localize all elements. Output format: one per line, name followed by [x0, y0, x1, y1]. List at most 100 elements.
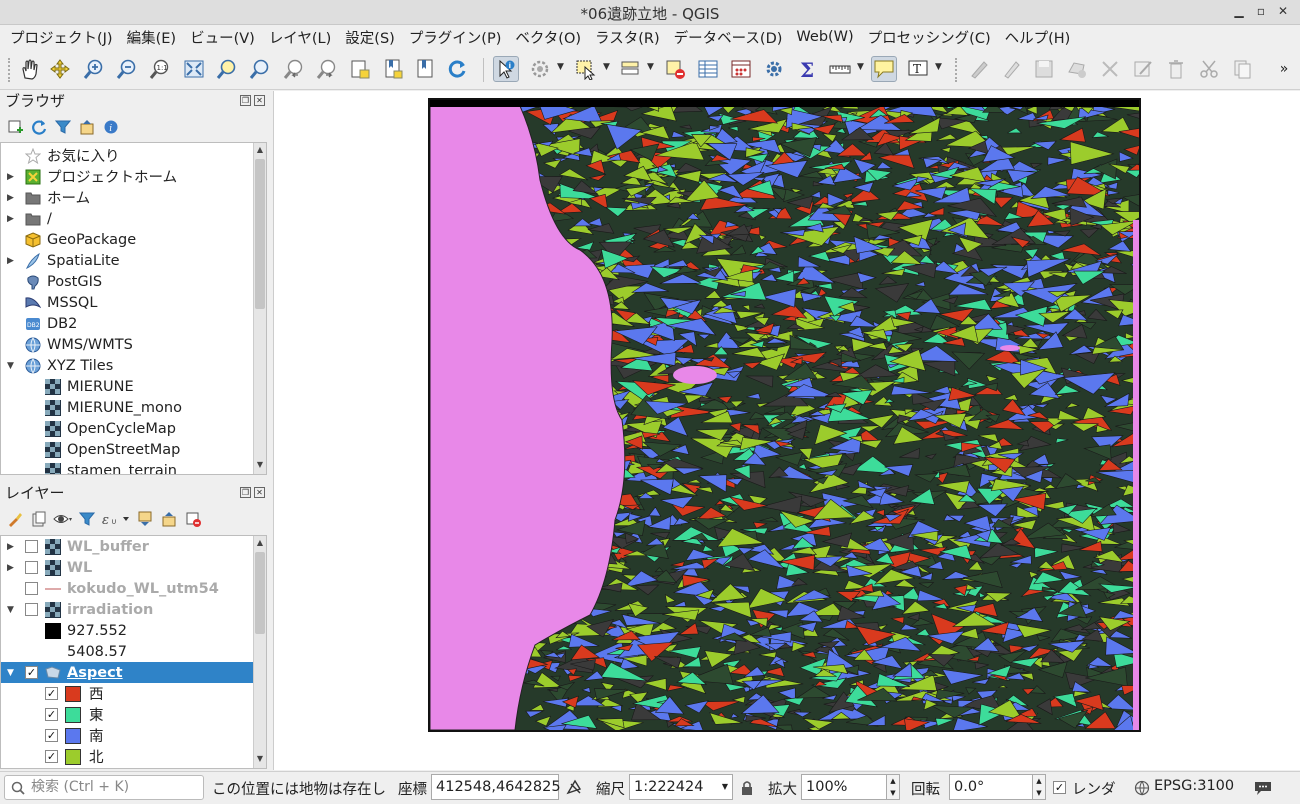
select-dropdown-icon[interactable]: ▼	[603, 62, 610, 72]
layer-visibility-checkbox[interactable]	[25, 582, 38, 595]
browser-item-stamen-terrain[interactable]: stamen_terrain	[1, 460, 255, 474]
scale-dropdown-icon[interactable]: ▼	[721, 782, 728, 791]
menu-processing[interactable]: プロセッシング(C)	[867, 30, 991, 47]
pan-to-selection-icon[interactable]	[47, 56, 73, 82]
select-features-icon[interactable]	[572, 56, 598, 82]
crs-label[interactable]: EPSG:3100	[1154, 778, 1235, 794]
browser-filter-icon[interactable]	[51, 116, 75, 138]
measure-dropdown-icon[interactable]: ▼	[857, 62, 864, 72]
layer-wl[interactable]: ▶ WL	[7, 559, 93, 576]
filter-expression-icon[interactable]: ε ∪	[99, 508, 133, 530]
menu-layer[interactable]: レイヤ(L)	[268, 30, 332, 47]
maximize-icon[interactable]: ▫	[1256, 4, 1266, 18]
run-action-dropdown-icon[interactable]: ▼	[557, 62, 564, 72]
browser-item-postgis[interactable]: PostGIS	[1, 271, 255, 292]
menu-settings[interactable]: 設定(S)	[345, 30, 395, 47]
measure-line-icon[interactable]	[827, 56, 853, 82]
category-checkbox[interactable]: ✓	[45, 708, 58, 721]
scrollbar-thumb[interactable]	[255, 552, 265, 634]
browser-item-opencyclemap[interactable]: OpenCycleMap	[1, 418, 255, 439]
expand-arrow-icon[interactable]: ▶	[7, 171, 14, 182]
zoom-to-selection-icon[interactable]	[214, 56, 240, 82]
zoom-to-layer-icon[interactable]	[247, 56, 273, 82]
browser-float-icon[interactable]: ❐	[240, 95, 251, 106]
expand-arrow-icon[interactable]: ▶	[7, 562, 14, 573]
menu-edit[interactable]: 編集(E)	[126, 30, 177, 47]
annotation-dropdown-icon[interactable]: ▼	[935, 62, 942, 72]
browser-item-favorites[interactable]: お気に入り	[1, 145, 255, 166]
zoom-out-icon[interactable]	[114, 56, 140, 82]
layers-close-icon[interactable]: ✕	[254, 487, 265, 498]
menu-raster[interactable]: ラスタ(R)	[595, 30, 660, 47]
scrollbar-thumb[interactable]	[255, 159, 265, 309]
render-checkbox[interactable]: ✓	[1053, 781, 1066, 794]
category-checkbox[interactable]: ✓	[45, 750, 58, 763]
select-attribute-dropdown-icon[interactable]: ▼	[647, 62, 654, 72]
browser-item-project-home[interactable]: ▶ プロジェクトホーム	[7, 169, 178, 186]
browser-refresh-icon[interactable]	[27, 116, 51, 138]
refresh-icon[interactable]	[444, 56, 470, 82]
browser-item-mierune-mono[interactable]: MIERUNE_mono	[1, 397, 255, 418]
run-action-icon[interactable]	[527, 56, 553, 82]
menu-help[interactable]: ヘルプ(H)	[1004, 30, 1071, 47]
browser-item-openstreetmap[interactable]: OpenStreetMap	[1, 439, 255, 460]
rotation-spinner-icon[interactable]: ▲ ▼	[1032, 774, 1046, 800]
zoom-full-icon[interactable]	[181, 56, 207, 82]
statistical-summary-icon[interactable]: Σ	[794, 56, 820, 82]
menu-database[interactable]: データベース(D)	[673, 30, 783, 47]
layers-scrollbar[interactable]: ▲ ▼	[253, 536, 266, 768]
layer-kokudo-wl-utm54[interactable]: kokudo_WL_utm54	[1, 578, 255, 599]
lock-icon[interactable]	[740, 780, 754, 796]
map-canvas[interactable]	[273, 91, 1300, 770]
minimize-icon[interactable]: ▁	[1234, 4, 1244, 18]
category-checkbox[interactable]: ✓	[45, 687, 58, 700]
legend-item-west[interactable]: ✓ 西	[45, 685, 104, 703]
expand-arrow-icon[interactable]: ▶	[7, 192, 14, 203]
menu-web[interactable]: Web(W)	[796, 29, 854, 45]
cut-features-icon[interactable]	[1196, 56, 1222, 82]
layer-irradiation[interactable]: ▼ irradiation	[7, 601, 154, 618]
layer-visibility-checkbox[interactable]	[25, 603, 38, 616]
add-selected-layers-icon[interactable]	[3, 116, 27, 138]
toggle-editing-icon[interactable]	[998, 56, 1024, 82]
browser-item-root[interactable]: ▶ /	[7, 210, 52, 227]
new-map-view-icon[interactable]	[347, 56, 373, 82]
browser-item-spatialite[interactable]: ▶ SpatiaLite	[7, 252, 120, 269]
deselect-icon[interactable]	[662, 56, 688, 82]
text-annotation-icon[interactable]: T	[905, 56, 931, 82]
expand-arrow-icon[interactable]: ▶	[7, 213, 14, 224]
browser-item-geopackage[interactable]: GeoPackage	[1, 229, 255, 250]
scroll-up-icon[interactable]: ▲	[256, 145, 264, 154]
category-checkbox[interactable]: ✓	[45, 729, 58, 742]
expand-arrow-icon[interactable]: ▶	[7, 255, 14, 266]
layer-visibility-checkbox[interactable]: ✓	[25, 666, 38, 679]
manage-visibility-icon[interactable]	[51, 508, 75, 530]
layer-aspect[interactable]: ▼ ✓ Aspect	[1, 662, 253, 683]
modify-attributes-icon[interactable]	[1130, 56, 1156, 82]
save-edits-icon[interactable]	[1031, 56, 1057, 82]
copy-features-icon[interactable]	[1229, 56, 1255, 82]
select-by-attribute-icon[interactable]	[617, 56, 643, 82]
add-group-icon[interactable]	[27, 508, 51, 530]
collapse-arrow-icon[interactable]: ▼	[7, 360, 14, 371]
browser-item-db2[interactable]: DB2 DB2	[26, 315, 78, 332]
legend-item-north[interactable]: ✓ 北	[45, 748, 104, 766]
remove-layer-icon[interactable]	[181, 508, 205, 530]
add-feature-icon[interactable]	[1064, 56, 1090, 82]
collapse-arrow-icon[interactable]: ▼	[7, 604, 14, 615]
zoom-last-icon[interactable]	[281, 56, 307, 82]
browser-item-home[interactable]: ▶ ホーム	[7, 191, 91, 207]
zoom-next-icon[interactable]	[314, 56, 340, 82]
map-tips-icon[interactable]	[871, 56, 897, 82]
extents-toggle-icon[interactable]	[566, 779, 584, 797]
layer-wl-buffer[interactable]: ▶ WL_buffer	[7, 538, 149, 555]
close-icon[interactable]: ✕	[1277, 4, 1289, 18]
magnifier-spinner-icon[interactable]: ▲ ▼	[886, 774, 900, 800]
menu-vector[interactable]: ベクタ(O)	[515, 30, 582, 47]
coordinate-field[interactable]: 412548,4642825	[431, 774, 561, 800]
identify-icon[interactable]: i	[493, 56, 519, 82]
field-calculator-icon[interactable]	[728, 56, 754, 82]
browser-close-icon[interactable]: ✕	[254, 95, 265, 106]
collapse-arrow-icon[interactable]: ▼	[7, 667, 14, 678]
processing-toolbox-icon[interactable]	[761, 56, 787, 82]
